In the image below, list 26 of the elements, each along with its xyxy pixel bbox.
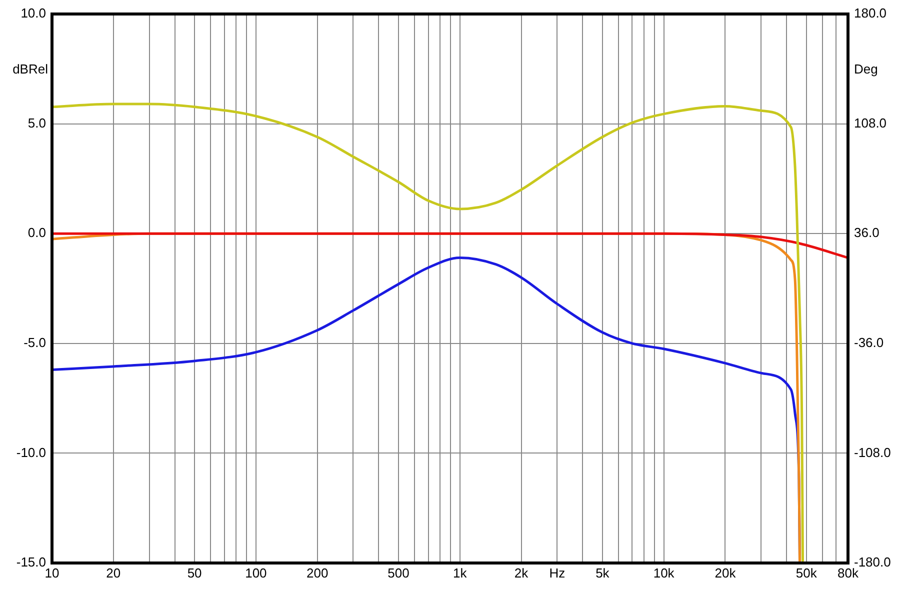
x-tick-label: 20k <box>714 565 736 580</box>
x-tick-label: 1k <box>453 565 468 580</box>
y2-axis-title: Deg <box>854 62 878 77</box>
x-tick-label: 5k <box>596 565 610 580</box>
x-tick-label: 2k <box>514 565 529 580</box>
y-tick-label: -5.0 <box>24 334 46 350</box>
x-tick-label: 10k <box>653 565 675 580</box>
x-tick-label: 10 <box>44 565 60 580</box>
x-tick-label: 50k <box>796 565 818 580</box>
y-tick-label: 10.0 <box>20 6 46 21</box>
x-tick-label: 100 <box>245 565 267 580</box>
y2-tick-label: -108.0 <box>854 444 891 460</box>
y2-tick-label: -36.0 <box>854 334 884 350</box>
y2-tick-label: 108.0 <box>854 115 887 130</box>
y2-tick-label: 36.0 <box>854 225 880 240</box>
y-axis-title: dBRel <box>12 62 48 77</box>
x-tick-label: 50 <box>187 565 202 580</box>
y-tick-label: 0.0 <box>28 225 46 240</box>
x-tick-label: Hz <box>549 565 566 580</box>
y-tick-label: -15.0 <box>16 554 46 570</box>
y2-tick-label: 180.0 <box>854 6 887 21</box>
x-tick-label: 20 <box>106 565 121 580</box>
x-tick-label: 500 <box>388 565 410 580</box>
y-tick-label: -10.0 <box>16 444 46 460</box>
x-tick-label: 200 <box>306 565 328 580</box>
y-tick-label: 5.0 <box>28 115 46 130</box>
